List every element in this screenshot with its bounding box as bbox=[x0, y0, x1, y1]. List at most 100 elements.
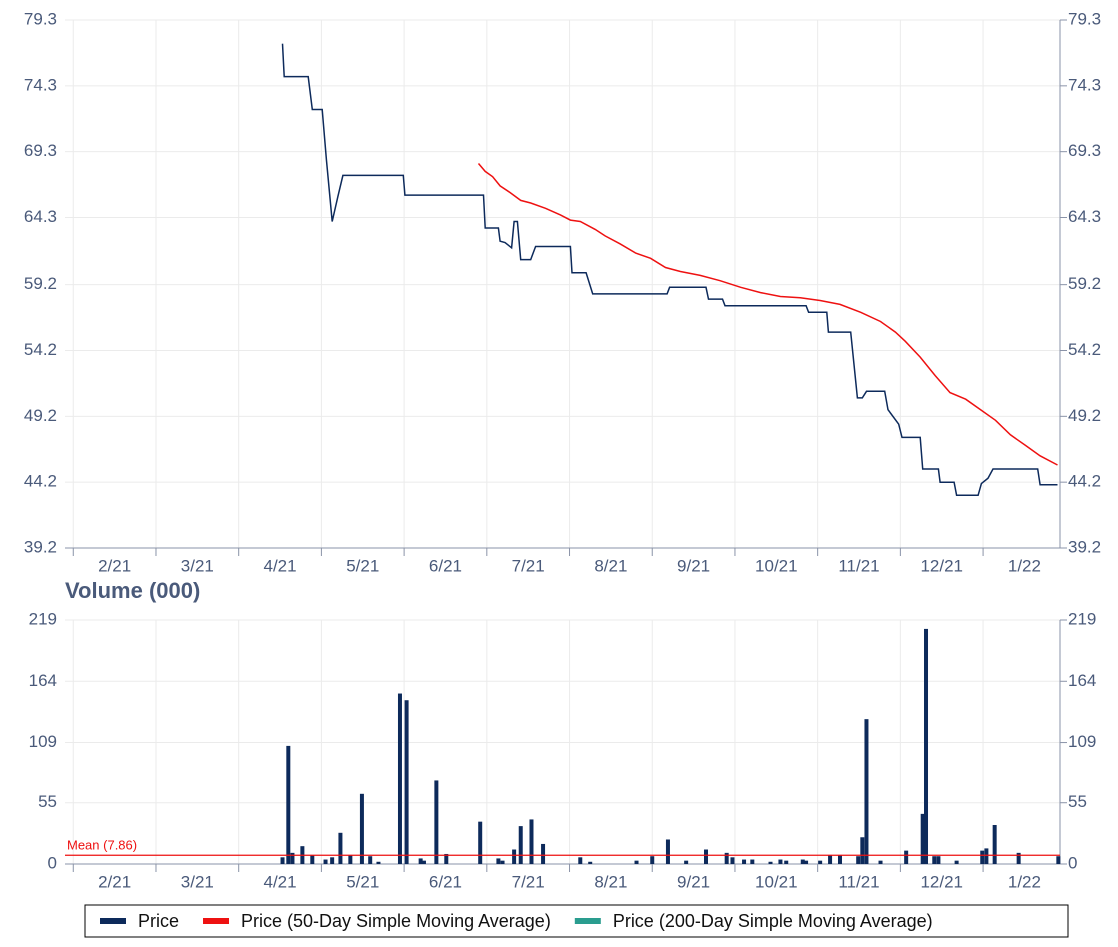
mean-label: Mean (7.86) bbox=[67, 838, 137, 853]
volume-bar bbox=[323, 859, 328, 864]
price-line bbox=[281, 43, 1058, 497]
x-tick-label: 2/21 bbox=[98, 872, 131, 891]
volume-bar bbox=[920, 813, 925, 864]
y-tick-label: 39.2 bbox=[24, 537, 57, 556]
volume-bar bbox=[376, 861, 381, 864]
y2-tick-label: 64.3 bbox=[1068, 207, 1101, 226]
legend-label: Price bbox=[138, 911, 179, 931]
volume-bar bbox=[804, 860, 809, 864]
y-tick-label: 54.2 bbox=[24, 340, 57, 359]
volume-bar bbox=[478, 821, 483, 864]
x-tick-label: 3/21 bbox=[181, 872, 214, 891]
y-tick-label: 55 bbox=[38, 792, 57, 811]
volume-bar bbox=[860, 837, 865, 864]
volume-bar bbox=[984, 848, 989, 864]
volume-bar bbox=[500, 860, 505, 864]
volume-bar bbox=[924, 628, 929, 864]
volume-bar bbox=[1056, 856, 1061, 864]
x-tick-label: 10/21 bbox=[755, 872, 798, 891]
y2-tick-label: 44.2 bbox=[1068, 472, 1101, 491]
volume-bar bbox=[878, 860, 883, 864]
volume-bar bbox=[800, 859, 805, 864]
x-tick-label: 1/22 bbox=[1008, 872, 1041, 891]
volume-bar bbox=[512, 849, 517, 864]
x-tick-label: 10/21 bbox=[755, 556, 798, 575]
y-tick-label: 0 bbox=[48, 853, 57, 872]
x-tick-label: 12/21 bbox=[920, 556, 963, 575]
volume-bar bbox=[650, 856, 655, 864]
x-tick-label: 11/21 bbox=[838, 556, 879, 575]
legend-label: Price (200-Day Simple Moving Average) bbox=[613, 911, 933, 931]
x-tick-label: 6/21 bbox=[429, 556, 462, 575]
volume-bar bbox=[784, 860, 789, 864]
volume-bar bbox=[330, 857, 335, 864]
x-tick-label: 9/21 bbox=[677, 556, 710, 575]
volume-bar bbox=[518, 826, 523, 864]
volume-bar bbox=[704, 849, 709, 864]
volume-bar bbox=[750, 859, 755, 864]
volume-bar bbox=[936, 856, 941, 864]
x-tick-label: 11/21 bbox=[838, 872, 879, 891]
y-tick-label: 74.3 bbox=[24, 75, 57, 94]
y-tick-label: 219 bbox=[29, 609, 57, 628]
volume-bar bbox=[665, 839, 670, 864]
x-tick-label: 8/21 bbox=[594, 556, 627, 575]
volume-bar bbox=[397, 693, 402, 864]
volume-bar bbox=[864, 719, 869, 864]
x-tick-label: 5/21 bbox=[346, 872, 379, 891]
volume-bar bbox=[404, 700, 409, 864]
y-tick-label: 49.2 bbox=[24, 406, 57, 425]
volume-bar bbox=[421, 860, 426, 864]
y-tick-label: 64.3 bbox=[24, 207, 57, 226]
y-tick-label: 109 bbox=[29, 732, 57, 751]
y-tick-label: 69.3 bbox=[24, 141, 57, 160]
y2-tick-label: 49.2 bbox=[1068, 406, 1101, 425]
volume-bar bbox=[541, 843, 546, 864]
volume-bar bbox=[856, 856, 861, 864]
y2-tick-label: 74.3 bbox=[1068, 75, 1101, 94]
legend-label: Price (50-Day Simple Moving Average) bbox=[241, 911, 551, 931]
volume-bar bbox=[434, 780, 439, 864]
volume-bar bbox=[634, 860, 639, 864]
volume-bar bbox=[768, 861, 773, 864]
volume-bar bbox=[1016, 852, 1021, 864]
legend-swatch bbox=[100, 918, 126, 924]
volume-bar bbox=[529, 819, 534, 864]
x-tick-label: 6/21 bbox=[429, 872, 462, 891]
x-tick-label: 4/21 bbox=[263, 872, 296, 891]
volume-bar bbox=[348, 855, 353, 864]
volume-bar bbox=[368, 856, 373, 864]
x-tick-label: 9/21 bbox=[677, 872, 710, 891]
x-tick-label: 4/21 bbox=[263, 556, 296, 575]
volume-bar bbox=[684, 860, 689, 864]
y2-tick-label: 54.2 bbox=[1068, 340, 1101, 359]
x-tick-label: 7/21 bbox=[512, 872, 545, 891]
volume-bar bbox=[992, 825, 997, 864]
volume-bar bbox=[280, 857, 285, 864]
volume-bar bbox=[742, 859, 747, 864]
volume-bar bbox=[980, 850, 985, 864]
volume-bar bbox=[904, 850, 909, 864]
volume-bar bbox=[730, 857, 735, 864]
volume-bar bbox=[932, 856, 937, 864]
y-tick-label: 79.3 bbox=[24, 9, 57, 28]
volume-bar bbox=[496, 858, 501, 864]
x-tick-label: 8/21 bbox=[594, 872, 627, 891]
panel-title: Volume (000) bbox=[65, 578, 200, 603]
x-tick-label: 7/21 bbox=[512, 556, 545, 575]
volume-bar bbox=[778, 859, 783, 864]
volume-bar bbox=[828, 855, 833, 864]
y2-tick-label: 59.2 bbox=[1068, 274, 1101, 293]
y-tick-label: 59.2 bbox=[24, 274, 57, 293]
y-tick-label: 164 bbox=[29, 671, 57, 690]
x-tick-label: 5/21 bbox=[346, 556, 379, 575]
volume-bar bbox=[837, 855, 842, 864]
x-tick-label: 2/21 bbox=[98, 556, 131, 575]
y-tick-label: 44.2 bbox=[24, 472, 57, 491]
y2-tick-label: 0 bbox=[1068, 853, 1077, 872]
volume-bar bbox=[290, 852, 295, 864]
x-tick-label: 3/21 bbox=[181, 556, 214, 575]
y2-tick-label: 69.3 bbox=[1068, 141, 1101, 160]
x-tick-label: 1/22 bbox=[1008, 556, 1041, 575]
